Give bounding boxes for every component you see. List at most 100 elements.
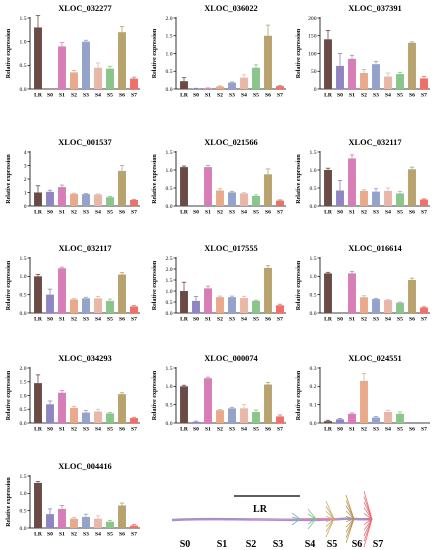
y-tick-label: 0.2: [310, 384, 317, 390]
y-tick-label: 0.0: [310, 421, 317, 427]
y-axis-label: Relative expression: [152, 260, 158, 310]
x-tick-label: S0: [47, 532, 53, 538]
bar: [408, 280, 416, 313]
x-tick-label: S2: [71, 317, 77, 323]
root-hair: [345, 518, 355, 544]
x-tick-label: S2: [361, 427, 367, 433]
y-tick-label: 0.0: [166, 204, 173, 210]
bar: [216, 410, 224, 423]
x-tick-label: S1: [59, 532, 65, 538]
bar: [70, 72, 78, 89]
y-tick-label: 1.0: [20, 274, 27, 280]
y-axis-label: Relative expression: [6, 154, 12, 204]
chart-panel: XLOC_037391 Relative expression 0 50 100 150 2…: [296, 4, 430, 99]
bar: [348, 273, 356, 313]
bar: [130, 78, 138, 89]
y-axis-label: Relative expression: [152, 154, 158, 204]
chart-panel: XLOC_017555 Relative expression 0.0 0.5 1.0 1…: [152, 244, 286, 323]
x-tick-label: S0: [193, 317, 199, 323]
x-tick-label: S2: [217, 427, 223, 433]
stage-label: S6: [352, 539, 363, 550]
bar: [276, 200, 284, 206]
bar: [82, 41, 90, 89]
x-tick-label: S1: [205, 427, 211, 433]
x-tick-label: S0: [337, 427, 343, 433]
bar: [46, 404, 54, 423]
bar: [408, 169, 416, 206]
y-tick-label: 1: [24, 190, 27, 196]
bar: [420, 199, 428, 206]
y-axis-label: Relative expression: [152, 28, 158, 78]
y-axis-label: Relative expression: [6, 28, 12, 78]
x-tick-label: S0: [47, 317, 53, 323]
x-tick-label: S7: [277, 93, 283, 99]
x-tick-label: S1: [349, 317, 355, 323]
bar: [34, 27, 42, 89]
bar: [240, 408, 248, 423]
x-tick-label: S5: [397, 210, 403, 216]
x-tick-label: S0: [337, 317, 343, 323]
root-hair: [325, 505, 335, 520]
root-hair: [363, 513, 373, 520]
bar: [396, 413, 404, 423]
x-tick-label: S2: [71, 427, 77, 433]
bar: [82, 298, 90, 313]
x-tick-label: S5: [253, 93, 259, 99]
x-tick-label: S6: [119, 210, 125, 216]
y-tick-label: 1.0: [310, 168, 317, 174]
y-tick-label: 2: [24, 177, 27, 183]
x-tick-label: S5: [107, 317, 113, 323]
x-tick-label: S2: [217, 210, 223, 216]
chart-title: XLOC_024551: [348, 354, 402, 363]
bar: [58, 46, 66, 89]
root-hair: [363, 496, 373, 520]
root-hair: [345, 515, 355, 520]
x-tick-label: S3: [373, 93, 379, 99]
bar: [324, 421, 332, 423]
bar: [94, 518, 102, 528]
bar: [216, 86, 224, 89]
y-tick-label: 0.5: [310, 293, 317, 299]
x-tick-label: S6: [265, 210, 271, 216]
y-tick-label: 0.0: [20, 421, 27, 427]
x-tick-label: S4: [385, 210, 391, 216]
bar: [336, 190, 344, 206]
x-tick-label: S6: [119, 93, 125, 99]
bar: [204, 378, 212, 423]
bar: [118, 32, 126, 89]
x-tick-label: S1: [205, 317, 211, 323]
bar: [264, 35, 272, 89]
y-tick-label: 1.0: [166, 384, 173, 390]
bar: [82, 516, 90, 528]
bar: [34, 192, 42, 206]
x-tick-label: S4: [95, 210, 101, 216]
bar: [360, 380, 368, 423]
bar: [372, 417, 380, 423]
bar: [240, 298, 248, 313]
bar: [324, 39, 332, 89]
bar: [70, 299, 78, 313]
bar: [58, 268, 66, 313]
x-tick-label: S4: [95, 93, 101, 99]
bar: [276, 86, 284, 89]
root-hair: [291, 518, 301, 526]
root-hair: [307, 513, 317, 520]
root-hair: [345, 500, 355, 520]
x-tick-label: S2: [217, 93, 223, 99]
stage-label: S4: [305, 539, 316, 550]
bar: [348, 158, 356, 206]
bar: [264, 174, 272, 206]
y-tick-label: 1.0: [310, 274, 317, 280]
y-axis-label: Relative expression: [296, 370, 302, 420]
y-tick-label: 0.5: [166, 300, 173, 306]
bar: [228, 408, 236, 423]
x-tick-label: S7: [131, 317, 137, 323]
y-tick-label: 0.5: [20, 63, 27, 69]
bar: [228, 192, 236, 206]
bar: [106, 300, 114, 313]
bar: [82, 412, 90, 423]
root-hair: [345, 518, 355, 523]
bar: [58, 392, 66, 423]
root-zone: [249, 517, 341, 521]
